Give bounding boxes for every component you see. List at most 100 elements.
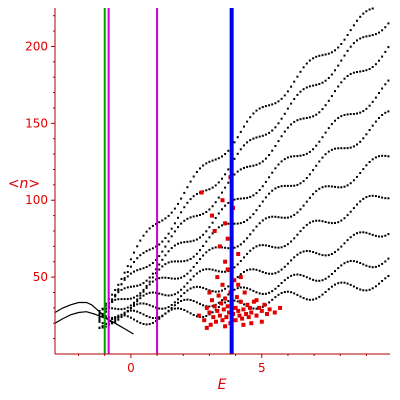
black-point — [299, 154, 302, 157]
black-point — [214, 290, 217, 293]
black-point — [252, 213, 255, 216]
black-point — [378, 155, 380, 158]
black-point — [381, 29, 384, 32]
black-point — [330, 51, 333, 54]
black-point — [343, 77, 346, 80]
black-point — [227, 149, 230, 152]
black-point — [264, 196, 267, 199]
black-point — [362, 36, 365, 39]
red-point — [196, 313, 201, 318]
black-point — [236, 263, 239, 266]
black-point — [318, 279, 321, 282]
black-point — [164, 312, 167, 315]
black-point — [155, 291, 157, 294]
black-point — [98, 316, 101, 319]
black-point — [249, 288, 252, 291]
red-point — [210, 213, 214, 218]
black-point — [155, 317, 157, 319]
black-point — [239, 286, 242, 289]
black-point — [208, 248, 211, 251]
black-point — [381, 196, 384, 199]
black-point — [139, 311, 142, 314]
black-point — [183, 298, 186, 301]
black-point — [217, 226, 220, 229]
black-point — [221, 246, 223, 249]
black-point — [233, 157, 236, 160]
x-tick-label: 5 — [258, 361, 266, 375]
black-point — [114, 320, 117, 323]
black-point — [195, 193, 198, 195]
black-point — [271, 290, 274, 293]
black-point — [362, 289, 365, 292]
black-point — [202, 212, 205, 215]
red-point — [254, 313, 259, 318]
black-point — [227, 168, 230, 171]
black-point — [280, 246, 283, 249]
black-point — [343, 114, 346, 116]
black-point — [208, 289, 211, 292]
black-point — [321, 220, 324, 223]
black-point — [205, 240, 208, 243]
black-point — [224, 287, 227, 290]
black-point — [268, 131, 271, 134]
red-point — [254, 298, 259, 303]
black-point — [239, 243, 242, 246]
black-point — [167, 250, 170, 253]
black-point — [283, 112, 286, 115]
black-point — [177, 226, 179, 229]
black-point — [189, 198, 192, 201]
black-point — [318, 295, 321, 298]
black-point — [224, 246, 227, 249]
black-point — [315, 252, 318, 255]
black-point — [308, 221, 311, 224]
black-point — [221, 191, 223, 194]
black-point — [145, 323, 148, 326]
black-point — [161, 307, 164, 310]
black-point — [236, 152, 239, 155]
black-point — [224, 301, 227, 304]
black-point — [142, 267, 145, 270]
black-point — [164, 254, 167, 257]
black-point — [318, 54, 321, 57]
black-point — [283, 94, 286, 97]
black-point — [315, 297, 318, 300]
black-point — [286, 262, 289, 265]
black-point — [290, 291, 293, 294]
black-point — [170, 304, 173, 306]
black-point — [227, 247, 230, 250]
black-point — [340, 81, 343, 84]
red-point — [236, 282, 241, 287]
black-point — [302, 274, 305, 277]
black-point — [374, 234, 377, 237]
black-point — [312, 115, 315, 118]
black-point — [334, 69, 336, 72]
black-point — [286, 107, 289, 110]
black-point — [123, 277, 126, 279]
black-point — [277, 140, 280, 143]
black-point — [343, 38, 346, 41]
black-point — [340, 281, 343, 284]
red-point — [216, 293, 221, 298]
black-point — [374, 96, 377, 99]
black-point — [280, 216, 283, 219]
black-point — [195, 301, 198, 304]
black-point — [296, 273, 299, 276]
red-point — [236, 252, 241, 256]
black-point — [365, 69, 368, 72]
black-point — [268, 192, 271, 195]
black-point — [252, 112, 255, 115]
black-point — [117, 283, 120, 286]
black-point — [155, 245, 157, 248]
black-point — [371, 287, 374, 290]
black-point — [268, 104, 271, 107]
black-point — [155, 320, 157, 323]
black-point — [359, 15, 362, 18]
black-point — [186, 186, 189, 189]
black-point — [387, 110, 390, 113]
black-point — [368, 232, 371, 235]
black-point — [330, 273, 333, 275]
black-point — [321, 136, 324, 139]
red-point — [211, 315, 216, 320]
black-point — [114, 289, 117, 291]
